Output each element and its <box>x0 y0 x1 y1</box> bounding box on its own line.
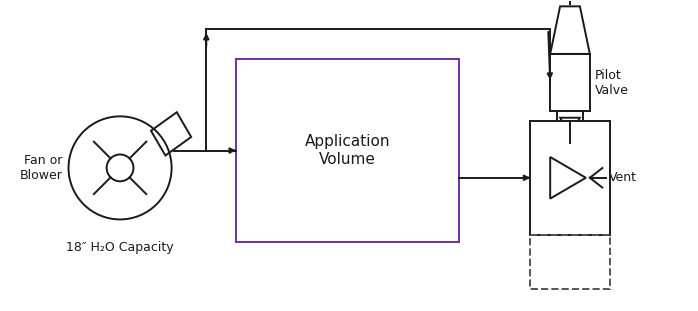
Text: Pilot
Valve: Pilot Valve <box>595 69 629 97</box>
Bar <box>557 111 583 143</box>
Text: 18″ H₂O Capacity: 18″ H₂O Capacity <box>66 241 174 254</box>
Bar <box>530 121 609 235</box>
Bar <box>236 59 459 242</box>
Text: Fan or
Blower: Fan or Blower <box>20 154 63 182</box>
Bar <box>550 54 590 111</box>
Text: Vent: Vent <box>609 171 637 184</box>
Bar <box>530 235 609 289</box>
Text: Application
Volume: Application Volume <box>305 134 390 167</box>
